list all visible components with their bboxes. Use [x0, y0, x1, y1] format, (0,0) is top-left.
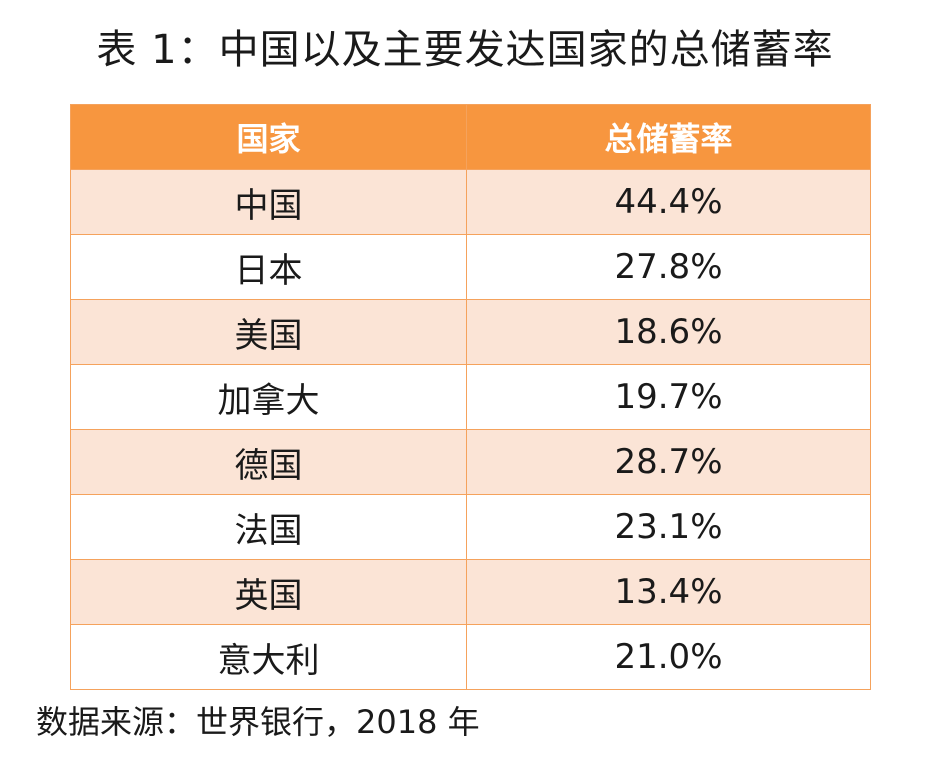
country-cell: 日本 [70, 234, 467, 300]
data-source-note: 数据来源：世界银行，2018 年 [36, 703, 480, 741]
savings-rate-table: 国家 总储蓄率 中国 44.4% 日本 27.8% 美国 18.6% 加拿大 1… [70, 104, 871, 690]
column-header-country: 国家 [70, 104, 467, 170]
table-row: 日本 27.8% [70, 234, 871, 300]
savings-rate-cell: 13.4% [466, 559, 871, 625]
table-row: 美国 18.6% [70, 299, 871, 365]
table-row: 加拿大 19.7% [70, 364, 871, 430]
column-header-savings-rate: 总储蓄率 [466, 104, 871, 170]
country-cell: 法国 [70, 494, 467, 560]
table-title: 表 1：中国以及主要发达国家的总储蓄率 [96, 27, 834, 73]
table-row: 中国 44.4% [70, 169, 871, 235]
table-row: 德国 28.7% [70, 429, 871, 495]
savings-rate-cell: 21.0% [466, 624, 871, 690]
country-cell: 德国 [70, 429, 467, 495]
savings-rate-cell: 23.1% [466, 494, 871, 560]
country-cell: 美国 [70, 299, 467, 365]
country-cell: 意大利 [70, 624, 467, 690]
savings-rate-cell: 28.7% [466, 429, 871, 495]
savings-rate-cell: 44.4% [466, 169, 871, 235]
country-cell: 加拿大 [70, 364, 467, 430]
savings-rate-cell: 27.8% [466, 234, 871, 300]
savings-rate-cell: 18.6% [466, 299, 871, 365]
country-cell: 中国 [70, 169, 467, 235]
table-row: 法国 23.1% [70, 494, 871, 560]
country-cell: 英国 [70, 559, 467, 625]
table-row: 意大利 21.0% [70, 624, 871, 690]
table-row: 英国 13.4% [70, 559, 871, 625]
table-header-row: 国家 总储蓄率 [70, 104, 871, 170]
savings-rate-cell: 19.7% [466, 364, 871, 430]
